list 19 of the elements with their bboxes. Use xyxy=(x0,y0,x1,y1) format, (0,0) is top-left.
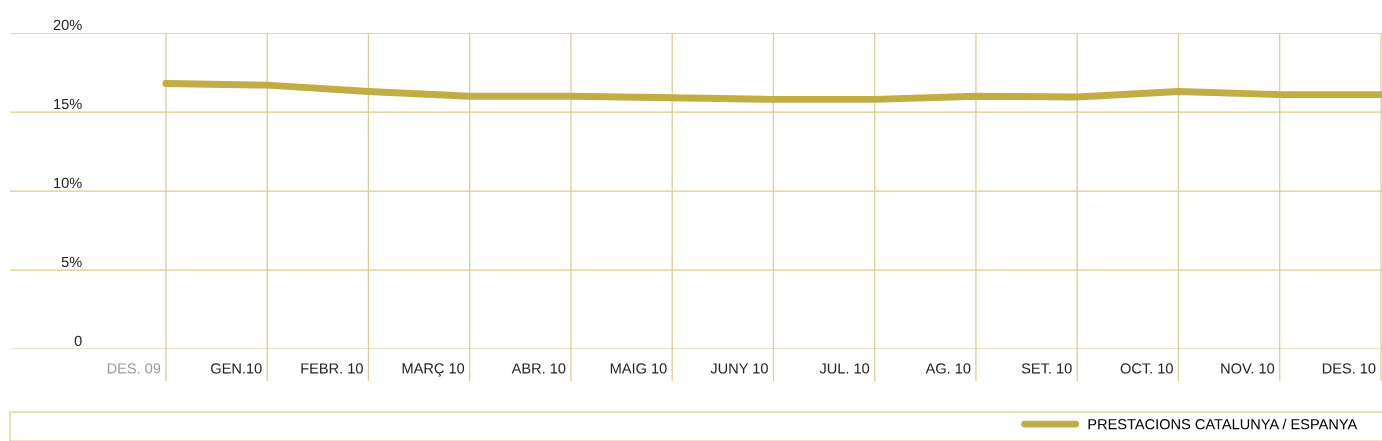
x-tick-label: FEBR. 10 xyxy=(301,363,363,374)
x-tick-label: OCT. 10 xyxy=(1120,363,1173,374)
y-tick-label: 10% xyxy=(54,177,82,189)
x-tick-label: JUNY 10 xyxy=(710,363,768,374)
x-tick-label: AG. 10 xyxy=(925,363,971,374)
x-tick-label: MARÇ 10 xyxy=(402,363,465,377)
x-tick-label: JUL. 10 xyxy=(819,363,870,374)
y-tick-label: 15% xyxy=(54,98,82,110)
y-tick-label: 0 xyxy=(74,335,82,347)
y-tick-label: 5% xyxy=(61,256,82,268)
legend-label: PRESTACIONS CATALUNYA / ESPANYA xyxy=(1088,418,1358,430)
x-tick-label: ABR. 10 xyxy=(511,363,566,374)
x-tick-label: SET. 10 xyxy=(1021,363,1072,374)
x-tick-label: GEN.10 xyxy=(211,363,262,374)
x-tick-label: DES. 09 xyxy=(107,363,161,374)
x-tick-label: MAIG 10 xyxy=(610,363,667,374)
x-tick-label: NOV. 10 xyxy=(1221,363,1275,374)
y-tick-label: 20% xyxy=(53,19,82,31)
x-tick-label: DES. 10 xyxy=(1322,363,1376,374)
